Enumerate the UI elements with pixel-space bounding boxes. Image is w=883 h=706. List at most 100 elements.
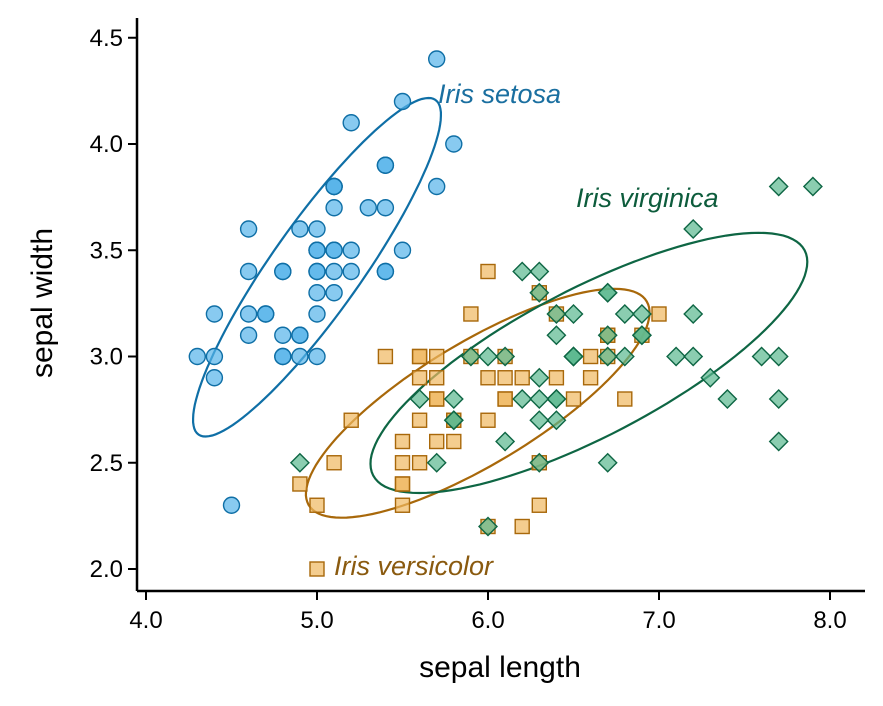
data-point-iris-virginica xyxy=(802,176,823,197)
y-tick-label: 3.0 xyxy=(90,344,123,371)
data-point-iris-virginica xyxy=(768,346,789,367)
data-point-iris-setosa xyxy=(325,177,343,196)
data-point-iris-virginica xyxy=(597,282,618,303)
data-point-iris-virginica xyxy=(563,304,584,324)
data-point-iris-virginica xyxy=(546,410,567,431)
data-point-iris-virginica xyxy=(666,346,687,367)
y-axis-title: sepal width xyxy=(26,228,59,378)
y-tick-label: 3.5 xyxy=(90,237,123,264)
data-point-iris-versicolor xyxy=(411,370,428,386)
y-tick-label: 2.0 xyxy=(90,556,123,583)
label-iris-setosa: Iris setosa xyxy=(438,79,561,109)
data-point-iris-setosa xyxy=(274,326,292,344)
data-point-iris-setosa xyxy=(205,369,224,387)
data-point-iris-versicolor xyxy=(411,455,428,471)
data-point-iris-setosa xyxy=(308,220,326,238)
data-point-iris-virginica xyxy=(289,452,310,473)
data-point-iris-versicolor xyxy=(411,412,428,428)
data-point-iris-versicolor xyxy=(497,391,513,407)
data-point-iris-virginica xyxy=(631,325,652,346)
data-point-iris-setosa xyxy=(188,347,207,366)
data-point-iris-virginica xyxy=(614,304,635,324)
data-point-iris-virginica xyxy=(717,389,738,409)
data-point-iris-virginica xyxy=(768,389,789,409)
data-point-iris-setosa xyxy=(205,347,224,366)
data-point-iris-setosa xyxy=(308,262,326,281)
data-point-iris-versicolor xyxy=(377,348,394,365)
data-point-iris-versicolor xyxy=(394,433,411,450)
label-iris-virginica: Iris virginica xyxy=(576,183,719,213)
data-point-iris-versicolor xyxy=(497,370,513,386)
data-point-iris-setosa xyxy=(239,220,258,238)
data-point-iris-setosa xyxy=(342,241,360,259)
x-axis-title: sepal length xyxy=(419,651,581,684)
data-point-iris-versicolor xyxy=(326,455,342,471)
data-point-iris-setosa xyxy=(308,241,326,259)
data-point-iris-virginica xyxy=(597,325,618,346)
x-tick-label: 7.0 xyxy=(642,607,675,634)
ticks-layer: 4.0 5.0 6.0 7.0 8.0 2.0 2.5 3.0 3.5 4.0 4.5 xyxy=(90,25,847,634)
data-point-iris-virginica xyxy=(495,431,516,452)
data-point-iris-setosa xyxy=(428,177,446,196)
data-point-iris-virginica xyxy=(495,346,516,367)
data-point-iris-versicolor xyxy=(582,348,599,365)
data-point-iris-setosa xyxy=(342,114,360,132)
data-point-iris-versicolor xyxy=(463,306,479,322)
data-point-iris-setosa xyxy=(239,326,258,344)
data-point-iris-virginica xyxy=(614,346,635,367)
label-iris-versicolor: Iris versicolor xyxy=(334,551,494,581)
data-point-iris-setosa xyxy=(393,92,412,111)
data-point-iris-versicolor xyxy=(429,370,445,386)
data-point-iris-setosa xyxy=(308,305,326,323)
data-point-iris-virginica xyxy=(529,452,550,473)
data-point-iris-virginica xyxy=(546,389,567,409)
data-point-iris-versicolor xyxy=(309,497,325,513)
data-point-iris-setosa xyxy=(239,305,258,323)
data-point-iris-versicolor xyxy=(582,370,599,386)
data-point-iris-setosa xyxy=(274,347,292,366)
data-point-iris-versicolor xyxy=(480,370,496,386)
data-point-iris-versicolor xyxy=(429,391,445,407)
data-point-iris-virginica xyxy=(751,346,772,367)
data-point-iris-setosa xyxy=(393,241,412,259)
data-point-iris-setosa xyxy=(291,326,309,344)
data-point-iris-virginica xyxy=(512,389,533,409)
x-tick-label: 6.0 xyxy=(471,607,504,634)
data-point-iris-versicolor xyxy=(531,497,547,513)
data-point-iris-setosa xyxy=(205,305,224,323)
ellipses-layer xyxy=(192,96,809,519)
x-tick-label: 8.0 xyxy=(813,607,846,634)
data-point-iris-setosa xyxy=(325,262,343,281)
data-point-iris-versicolor xyxy=(343,412,359,428)
data-point-iris-setosa xyxy=(428,50,446,68)
data-point-iris-setosa xyxy=(445,135,463,153)
data-point-iris-versicolor xyxy=(651,306,667,322)
data-point-iris-virginica xyxy=(478,516,498,537)
confidence-ellipse-iris-virginica xyxy=(369,231,809,495)
data-point-iris-versicolor xyxy=(309,561,325,577)
data-point-iris-virginica xyxy=(683,346,704,367)
data-point-iris-setosa xyxy=(325,284,343,302)
x-tick-label: 5.0 xyxy=(300,607,333,634)
data-point-iris-setosa xyxy=(325,199,343,217)
data-point-iris-versicolor xyxy=(429,348,445,365)
y-tick-label: 2.5 xyxy=(90,450,123,477)
y-tick-label: 4.0 xyxy=(90,131,123,158)
data-point-iris-versicolor xyxy=(548,370,565,386)
data-point-iris-virginica xyxy=(597,346,618,367)
data-point-iris-setosa xyxy=(291,347,309,366)
data-point-iris-versicolor xyxy=(565,391,582,407)
confidence-ellipse-iris-setosa xyxy=(192,96,442,438)
data-point-iris-versicolor xyxy=(411,348,428,365)
data-point-iris-virginica xyxy=(700,367,721,388)
data-point-iris-virginica xyxy=(529,367,550,388)
data-point-iris-virginica xyxy=(768,176,789,197)
data-point-iris-setosa xyxy=(342,262,360,281)
data-point-iris-virginica xyxy=(529,410,550,431)
data-point-iris-versicolor xyxy=(514,518,530,535)
data-point-iris-virginica xyxy=(563,346,584,367)
data-point-iris-setosa xyxy=(376,156,395,174)
data-point-iris-versicolor xyxy=(394,497,411,513)
data-point-iris-setosa xyxy=(325,241,343,259)
